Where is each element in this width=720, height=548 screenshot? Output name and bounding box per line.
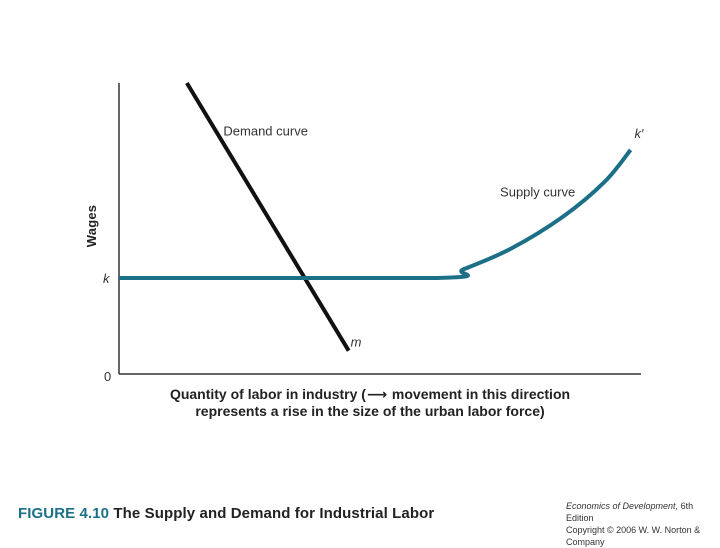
figure-caption: FIGURE 4.10 The Supply and Demand for In… [18,505,434,522]
credit-block: Economics of Development, 6th Edition Co… [566,500,720,548]
endpoint-label-1-0: k′ [635,126,645,141]
x-axis-label: Quantity of labor in industry (⟶ movemen… [150,386,590,420]
x-axis-label-prefix: Quantity of labor in industry ( [169,386,366,402]
endpoint-label-0-0: m [351,335,362,350]
annotation-1: Supply curve [500,184,575,199]
book-edition: 6th Edition [566,501,694,523]
x-axis-label-line2: represents a rise in the size of the urb… [195,403,545,419]
series-line-demand-curve [185,81,351,352]
copyright-text: Copyright © 2006 W. W. Norton & Company [566,525,701,547]
x-axis-label-suffix: movement in this direction [388,386,571,402]
right-arrow-icon: ⟶ [366,386,388,402]
figure-title: The Supply and Demand for Industrial Lab… [109,505,435,522]
label-layer: m k′ Demand curve Supply curve k 0 [103,123,644,384]
origin-label: 0 [104,369,111,384]
figure-number: FIGURE 4.10 [18,505,110,522]
y-axis-label: Wages [84,204,99,248]
series-line-supply-curve [119,148,633,280]
book-title: Economics of Development, [566,501,679,511]
annotation-0: Demand curve [223,123,308,138]
y-tick-label-0: k [103,271,111,286]
series-layer [119,81,633,352]
